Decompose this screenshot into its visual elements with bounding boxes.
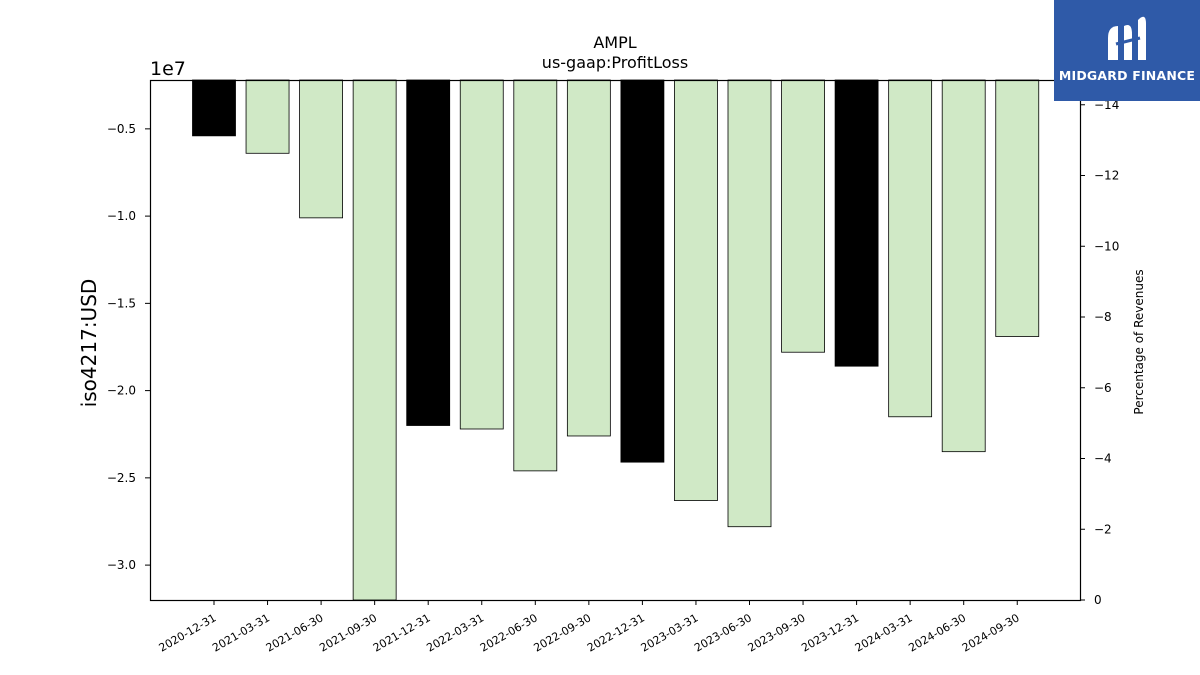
bar [299,79,344,219]
x-tick-label: 2021-12-31 [371,611,433,654]
bar [674,79,718,501]
x-tick-label: 2021-03-31 [210,611,272,654]
midgard-finance-logo: MIDGARD FINANCE [1054,0,1200,101]
midgard-logo-icon [1108,16,1146,60]
bar [888,79,933,418]
bar [245,79,290,154]
y-axis-offset-label: 1e7 [150,58,186,80]
bar [566,79,611,437]
bar [513,79,558,472]
y-tick-label: −1.0 [107,209,136,223]
x-tick-label: 2022-09-30 [531,611,593,654]
y-tick-label: −3.0 [107,558,136,572]
y2-tick-label: −8 [1094,310,1112,324]
x-axis-ticks: 2020-12-312021-03-312021-06-302021-09-30… [157,600,1022,655]
y2-tick-label: −10 [1094,239,1119,253]
secondary-y-axis-ticks: −14 −12 −10 −8 −6 −4 −2 0 [1080,98,1119,607]
y-tick-label: −2.5 [107,471,136,485]
y2-tick-label: −4 [1094,452,1112,466]
secondary-y-axis-label: Percentage of Revenues [1132,269,1146,414]
y-tick-label: −1.5 [107,296,136,310]
x-tick-label: 2021-09-30 [317,611,379,654]
x-tick-label: 2023-09-30 [746,611,808,654]
x-tick-label: 2020-12-31 [157,611,219,654]
bar [459,79,504,430]
x-tick-label: 2024-09-30 [960,611,1022,654]
x-tick-label: 2021-06-30 [264,611,326,654]
y2-tick-label: −6 [1094,381,1112,395]
x-tick-label: 2023-03-31 [639,611,701,654]
bar [781,79,825,353]
x-tick-label: 2024-03-31 [853,611,915,654]
bar [995,79,1040,337]
bar [727,79,772,528]
bar [941,79,986,453]
y2-tick-label: −2 [1094,522,1112,536]
bar [192,79,236,137]
bar-series [192,79,1040,601]
y-tick-label: −0.5 [107,122,136,136]
x-tick-label: 2023-12-31 [799,611,861,654]
y2-tick-label: 0 [1094,593,1102,607]
y-axis-label: iso4217:USD [77,279,101,408]
plot-frame [149,79,1082,602]
bar [406,79,451,426]
chart-subtitle: us-gaap:ProfitLoss [542,53,688,72]
chart-title: AMPL [593,33,636,52]
bar [834,79,879,367]
y-axis-ticks: −0.5 −1.0 −1.5 −2.0 −2.5 −3.0 [107,122,150,572]
x-tick-label: 2022-03-31 [424,611,486,654]
x-tick-label: 2024-06-30 [906,611,968,654]
bar [620,79,665,463]
bar [352,79,397,601]
x-tick-label: 2022-12-31 [585,611,647,654]
logo-text: MIDGARD FINANCE [1058,68,1196,83]
y2-tick-label: −12 [1094,169,1119,183]
y-tick-label: −2.0 [107,384,136,398]
x-tick-label: 2022-06-30 [478,611,540,654]
y2-tick-label: −14 [1094,98,1119,112]
x-tick-label: 2023-06-30 [692,611,754,654]
